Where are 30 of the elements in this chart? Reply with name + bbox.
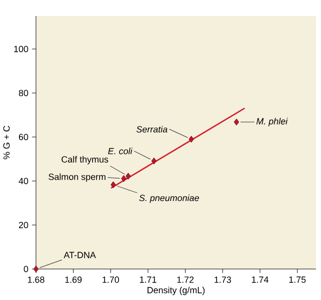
y-axis-title: % G + C [3, 126, 10, 160]
annotation: AT-DNA [64, 252, 96, 258]
y-tick-label: 80 [18, 90, 28, 96]
x-tick-label: 1.73 [214, 276, 231, 283]
annotation: S. pneumoniae [139, 194, 199, 203]
point [151, 158, 157, 164]
annotation: Serratia [136, 126, 168, 132]
x-tick-label: 1.70 [102, 276, 120, 283]
annotation: Calf thymus [62, 156, 108, 164]
annotation: Salmon sperm [48, 173, 106, 182]
point [126, 172, 131, 180]
y-tick-label: 0 [24, 266, 28, 272]
y-tick-label: 20 [18, 222, 28, 228]
y-tick-label: 100 [14, 46, 28, 52]
y-tick-label: 60 [18, 134, 28, 140]
point [188, 136, 194, 143]
point [234, 118, 240, 126]
x-tick-label: 1.75 [289, 276, 306, 283]
point [33, 266, 39, 272]
x-tick-label: 1.74 [252, 276, 268, 283]
x-tick-label: 1.71 [140, 276, 156, 283]
point [110, 181, 116, 188]
y-tick-label: 40 [18, 178, 28, 184]
x-tick-label: 1.69 [65, 276, 82, 283]
x-tick-label: 1.72 [177, 276, 194, 283]
x-axis-title: Density (g/mL) [148, 286, 205, 296]
annotation: M. phlei [256, 118, 288, 126]
annotation: E. coli [108, 148, 132, 154]
point [121, 175, 126, 182]
x-tick-label: 1.68 [28, 276, 44, 283]
